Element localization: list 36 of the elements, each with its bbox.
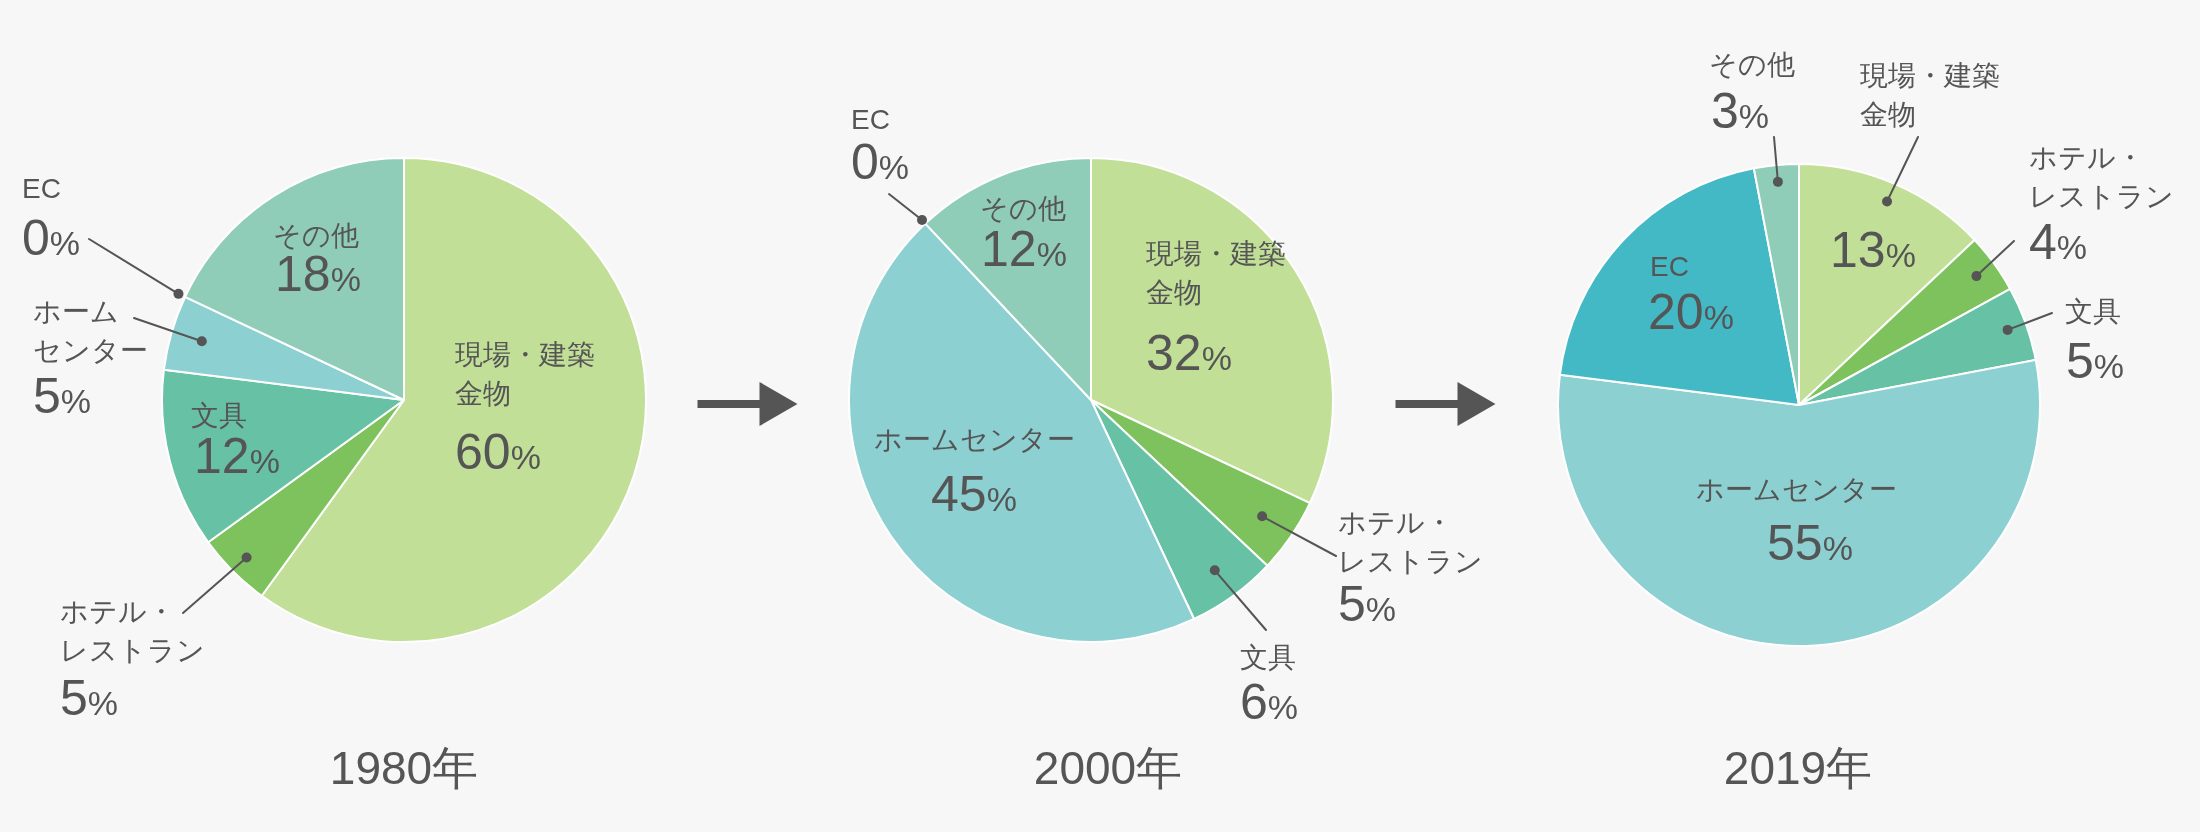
label: ホテル・レストラン: [2029, 142, 2174, 212]
value-label: 5%: [1338, 576, 1397, 632]
label: ホテル・レストラン: [1338, 507, 1483, 577]
label: 文具: [1240, 642, 1296, 673]
label: ホームセンター: [873, 424, 1075, 455]
value-label: 3%: [1711, 83, 1770, 139]
label: EC: [1650, 251, 1689, 282]
title: 2000年: [1033, 742, 1183, 794]
label: 現場・建築金物: [1146, 238, 1286, 308]
value-label: 4%: [2029, 214, 2088, 270]
value-label: 12%: [194, 428, 280, 484]
label: ホームセンター: [33, 296, 148, 366]
label: 文具: [2065, 296, 2121, 327]
label: ホームセンター: [1695, 474, 1897, 505]
value-label: 20%: [1648, 284, 1734, 340]
label: EC: [851, 104, 890, 135]
value-label: 60%: [455, 424, 541, 480]
label: その他: [1709, 49, 1795, 80]
value-label: 5%: [2066, 333, 2125, 389]
value-label: 5%: [33, 368, 92, 424]
value-label: 55%: [1767, 515, 1853, 571]
value-label: 5%: [60, 670, 119, 726]
value-label: 13%: [1830, 222, 1916, 278]
value-label: 6%: [1240, 674, 1299, 730]
title: 1980年: [329, 742, 479, 794]
label: EC: [22, 173, 61, 204]
label: 現場・建築金物: [455, 339, 595, 409]
label: 現場・建築金物: [1860, 60, 2000, 130]
value-label: 32%: [1146, 325, 1232, 381]
label: 文具: [191, 400, 247, 431]
value-label: 0%: [22, 210, 81, 266]
label: ホテル・レストラン: [60, 596, 205, 666]
label: その他: [980, 193, 1066, 224]
value-label: 45%: [931, 466, 1017, 522]
title: 2019年: [1723, 742, 1873, 794]
value-label: 0%: [851, 134, 910, 190]
